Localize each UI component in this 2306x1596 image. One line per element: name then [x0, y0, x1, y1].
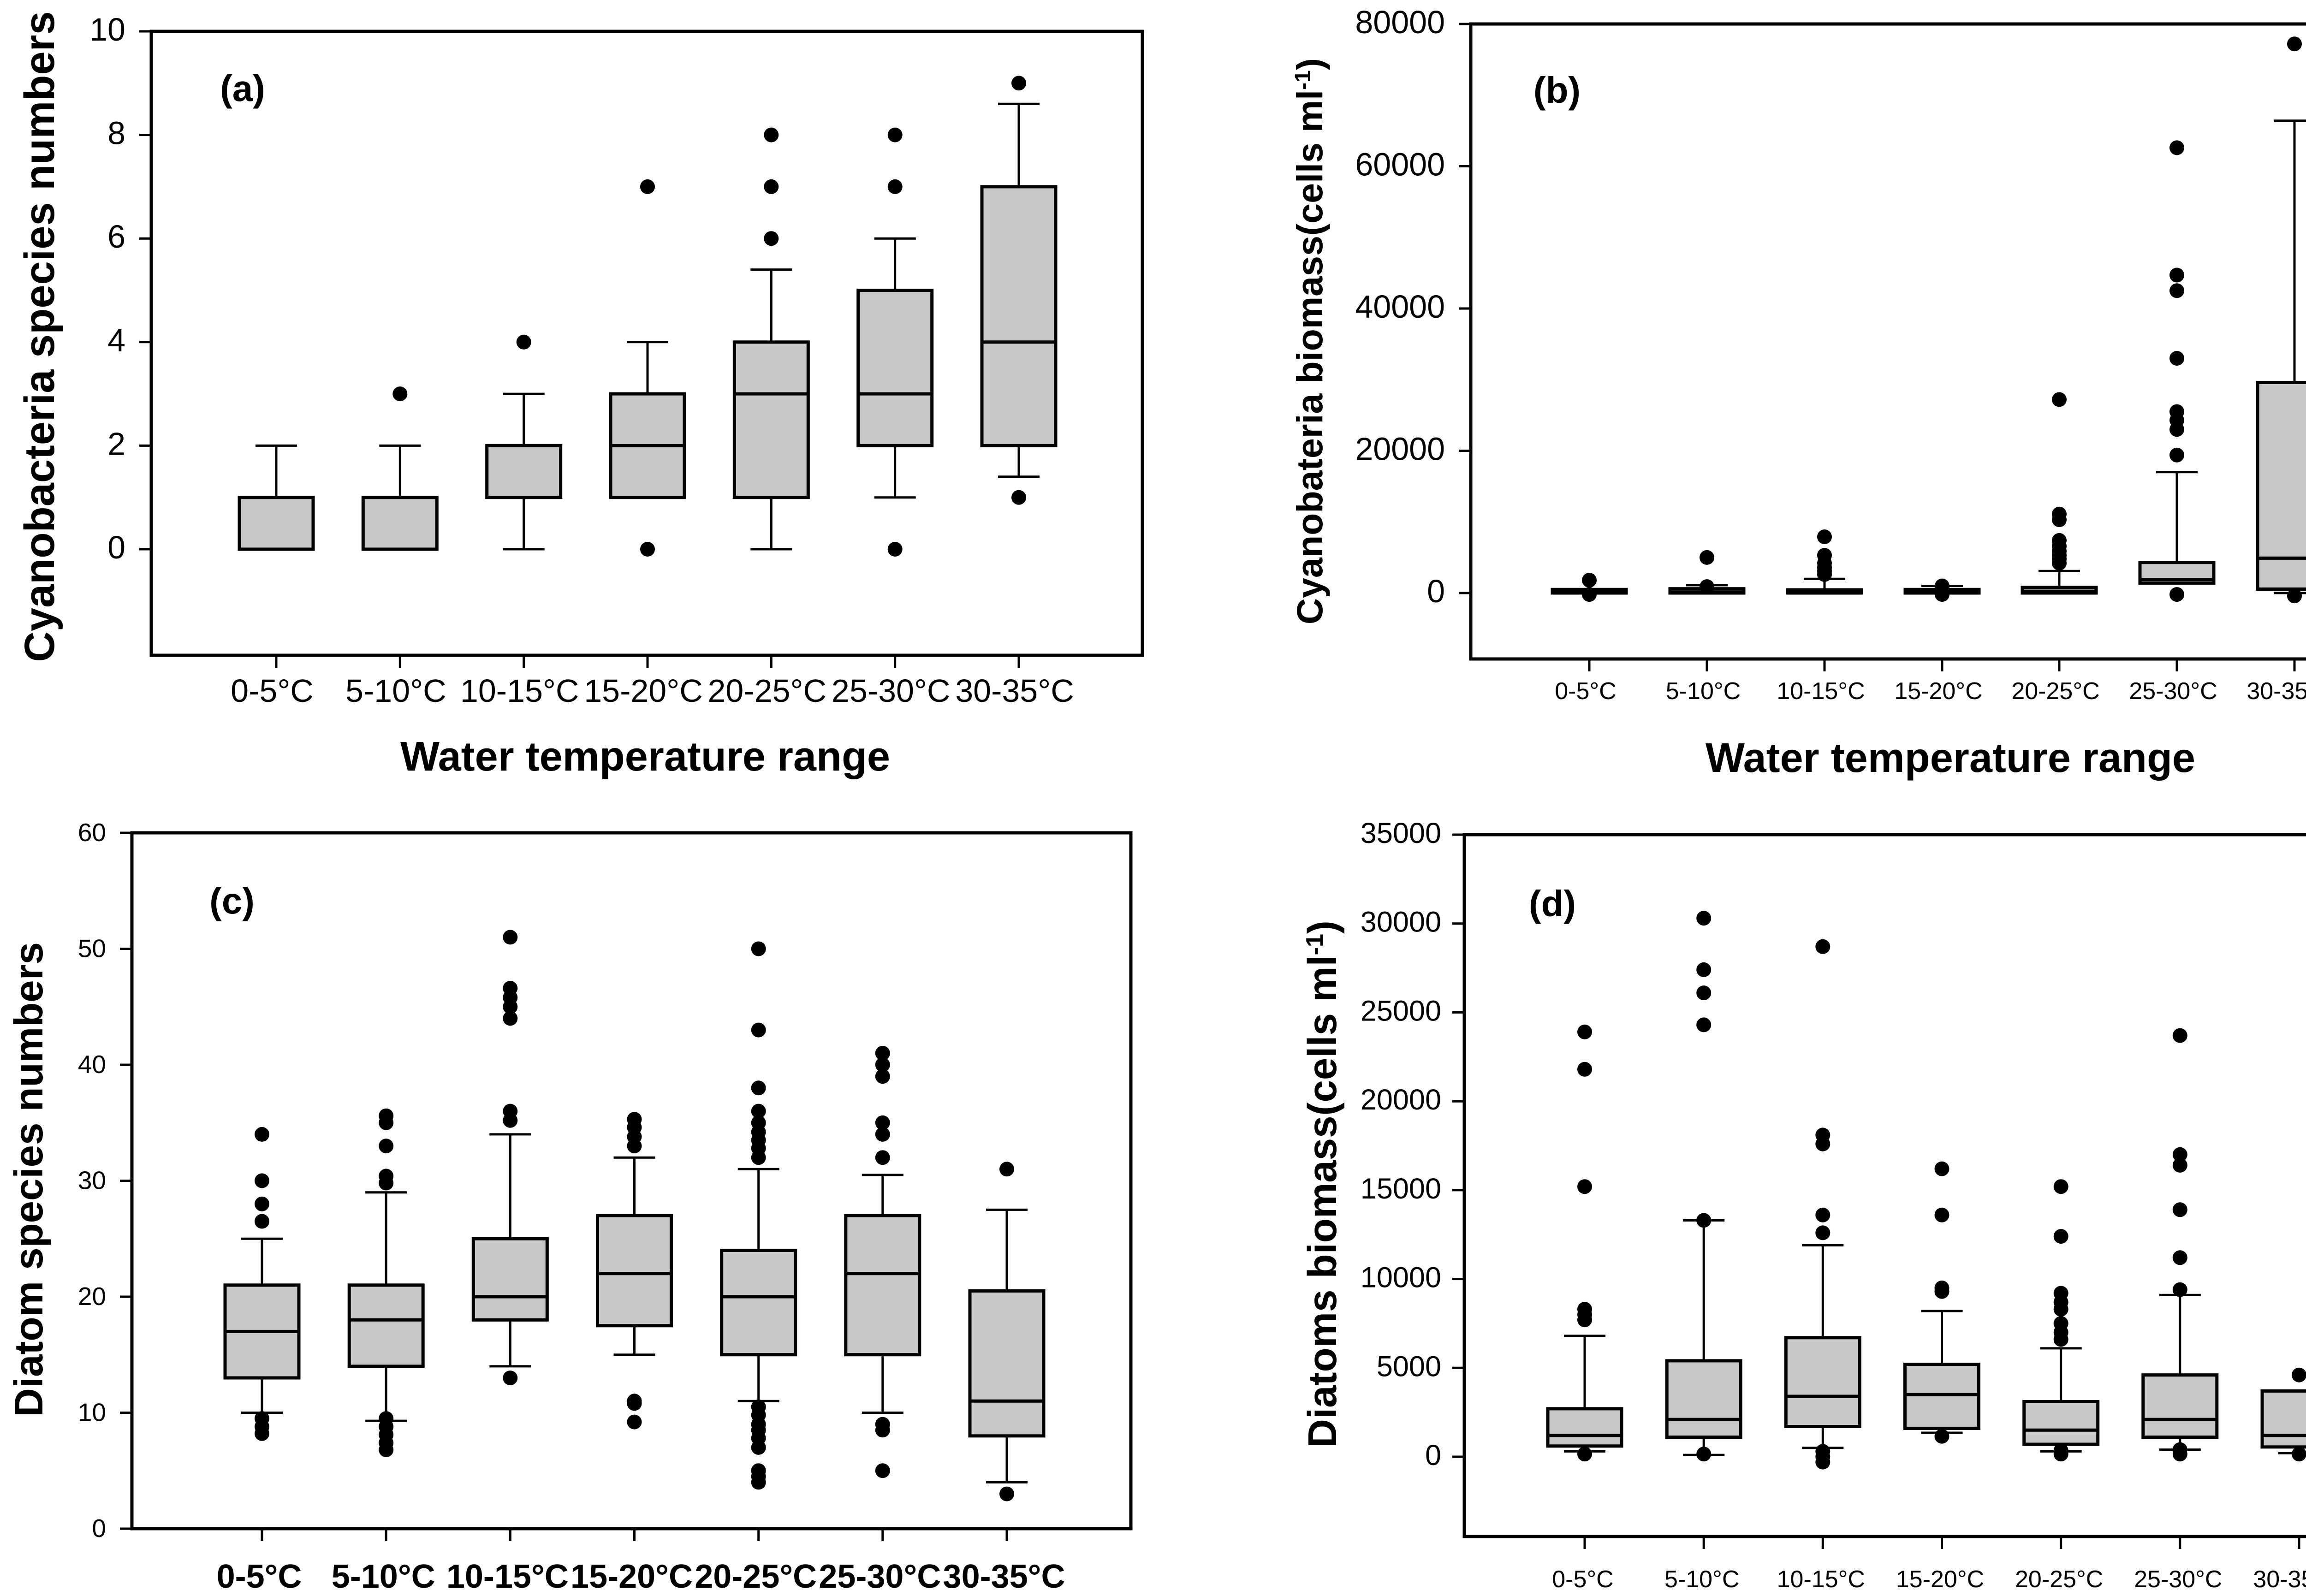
svg-text:20-25°C: 20-25°C: [708, 673, 827, 709]
svg-text:25-30°C: 25-30°C: [2129, 678, 2217, 705]
svg-text:20-25°C: 20-25°C: [2015, 1566, 2103, 1593]
svg-text:0: 0: [92, 1514, 106, 1543]
svg-text:30-35°C: 30-35°C: [943, 1558, 1065, 1595]
svg-text:10-15°C: 10-15°C: [446, 1558, 569, 1595]
svg-text:25-30°C: 25-30°C: [832, 673, 951, 709]
svg-text:0: 0: [1425, 1439, 1441, 1471]
svg-text:0-5°C: 0-5°C: [1552, 1566, 1614, 1593]
svg-text:20: 20: [78, 1282, 106, 1311]
svg-text:20-25°C: 20-25°C: [695, 1558, 817, 1595]
svg-text:25-30°C: 25-30°C: [2134, 1566, 2222, 1593]
svg-text:15-20°C: 15-20°C: [1896, 1566, 1984, 1593]
svg-text:40000: 40000: [1355, 289, 1445, 325]
svg-text:(b): (b): [1533, 70, 1581, 111]
svg-text:10-15°C: 10-15°C: [1777, 1566, 1865, 1593]
svg-text:0-5°C: 0-5°C: [1555, 678, 1617, 705]
svg-text:30: 30: [78, 1166, 106, 1195]
svg-text:20000: 20000: [1355, 431, 1445, 467]
svg-text:60000: 60000: [1355, 147, 1445, 183]
svg-text:10: 10: [89, 12, 125, 47]
svg-text:35000: 35000: [1361, 817, 1441, 849]
svg-text:30-35°C: 30-35°C: [2253, 1566, 2306, 1593]
svg-text:25-30°C: 25-30°C: [819, 1558, 941, 1595]
svg-text:40: 40: [78, 1050, 106, 1079]
svg-text:4: 4: [107, 322, 125, 358]
svg-text:30000: 30000: [1361, 906, 1441, 938]
svg-text:5-10°C: 5-10°C: [345, 673, 446, 709]
svg-text:Cyanobacteria species numbers: Cyanobacteria species numbers: [16, 11, 63, 662]
svg-text:50: 50: [78, 934, 106, 963]
svg-text:25000: 25000: [1361, 995, 1441, 1027]
svg-text:5000: 5000: [1377, 1350, 1441, 1382]
svg-text:8: 8: [107, 115, 125, 151]
svg-text:80000: 80000: [1355, 4, 1445, 40]
svg-text:30-35°C: 30-35°C: [2247, 678, 2306, 705]
svg-text:0-5°C: 0-5°C: [217, 1558, 302, 1595]
svg-text:Water temperature range: Water temperature range: [1706, 735, 2195, 781]
svg-text:(a): (a): [220, 68, 265, 109]
svg-text:15-20°C: 15-20°C: [1894, 678, 1982, 705]
svg-text:(d): (d): [1529, 883, 1576, 924]
svg-text:5-10°C: 5-10°C: [332, 1558, 435, 1595]
svg-text:10000: 10000: [1361, 1262, 1441, 1294]
svg-text:15-20°C: 15-20°C: [571, 1558, 693, 1595]
svg-text:Diatoms biomass(cells ml-1): Diatoms biomass(cells ml-1): [1300, 920, 1345, 1448]
svg-text:20000: 20000: [1361, 1084, 1441, 1116]
svg-text:10-15°C: 10-15°C: [460, 673, 579, 709]
svg-text:10-15°C: 10-15°C: [1777, 678, 1865, 705]
svg-text:5-10°C: 5-10°C: [1664, 1566, 1739, 1593]
svg-text:Diatom species numbers: Diatom species numbers: [6, 942, 51, 1417]
svg-text:(c): (c): [209, 880, 255, 921]
svg-text:0: 0: [107, 529, 125, 565]
svg-text:60: 60: [78, 818, 106, 847]
svg-text:Water temperature range: Water temperature range: [400, 734, 890, 780]
svg-text:6: 6: [107, 219, 125, 255]
svg-text:0: 0: [1427, 573, 1445, 609]
svg-text:5-10°C: 5-10°C: [1666, 678, 1741, 705]
svg-text:20-25°C: 20-25°C: [2011, 678, 2099, 705]
svg-text:2: 2: [107, 426, 125, 462]
svg-text:15000: 15000: [1361, 1173, 1441, 1205]
svg-text:15-20°C: 15-20°C: [584, 673, 703, 709]
svg-text:Cyanobateria biomass(cells ml-: Cyanobateria biomass(cells ml-1): [1289, 58, 1330, 624]
svg-text:0-5°C: 0-5°C: [231, 673, 314, 709]
svg-text:30-35°C: 30-35°C: [955, 673, 1074, 709]
svg-text:10: 10: [78, 1398, 106, 1427]
